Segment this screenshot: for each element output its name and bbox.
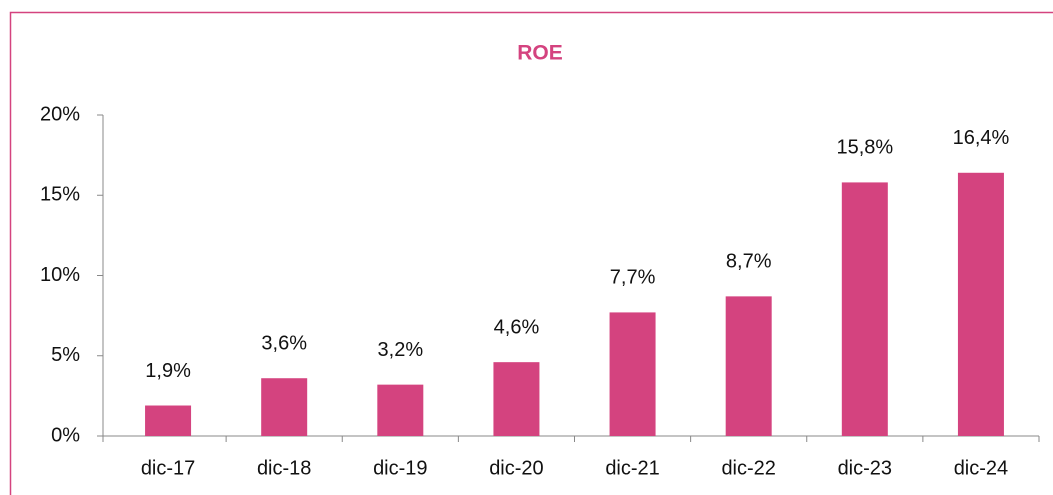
- bar: [261, 378, 308, 436]
- y-tick-label: 15%: [40, 184, 80, 206]
- value-label: 8,7%: [726, 251, 772, 273]
- y-tick-label: 0%: [51, 424, 80, 446]
- value-label: 3,6%: [261, 333, 307, 355]
- x-tick-label: dic-22: [721, 457, 775, 479]
- x-tick-label: dic-18: [257, 457, 311, 479]
- x-tick-label: dic-20: [489, 457, 543, 479]
- y-tick-label: 20%: [40, 103, 80, 125]
- bar: [145, 405, 192, 436]
- bar: [493, 362, 540, 436]
- x-tick-label: dic-21: [605, 457, 659, 479]
- x-tick-label: dic-17: [141, 457, 195, 479]
- value-label: 3,2%: [378, 339, 424, 361]
- bar: [725, 296, 772, 436]
- value-label: 16,4%: [953, 127, 1010, 149]
- x-tick-label: dic-19: [373, 457, 427, 479]
- value-label: 4,6%: [494, 316, 540, 338]
- x-tick-label: dic-23: [838, 457, 892, 479]
- chart-border: [9, 11, 1053, 495]
- y-tick-label: 5%: [51, 344, 80, 366]
- value-label: 1,9%: [145, 360, 191, 382]
- bar: [957, 172, 1004, 436]
- chart-title: ROE: [517, 42, 563, 65]
- y-tick-label: 10%: [40, 264, 80, 286]
- bar: [609, 312, 656, 436]
- bar: [841, 182, 888, 436]
- value-label: 15,8%: [836, 137, 893, 159]
- x-tick-label: dic-24: [954, 457, 1008, 479]
- value-label: 7,7%: [610, 267, 656, 289]
- bar: [377, 384, 424, 436]
